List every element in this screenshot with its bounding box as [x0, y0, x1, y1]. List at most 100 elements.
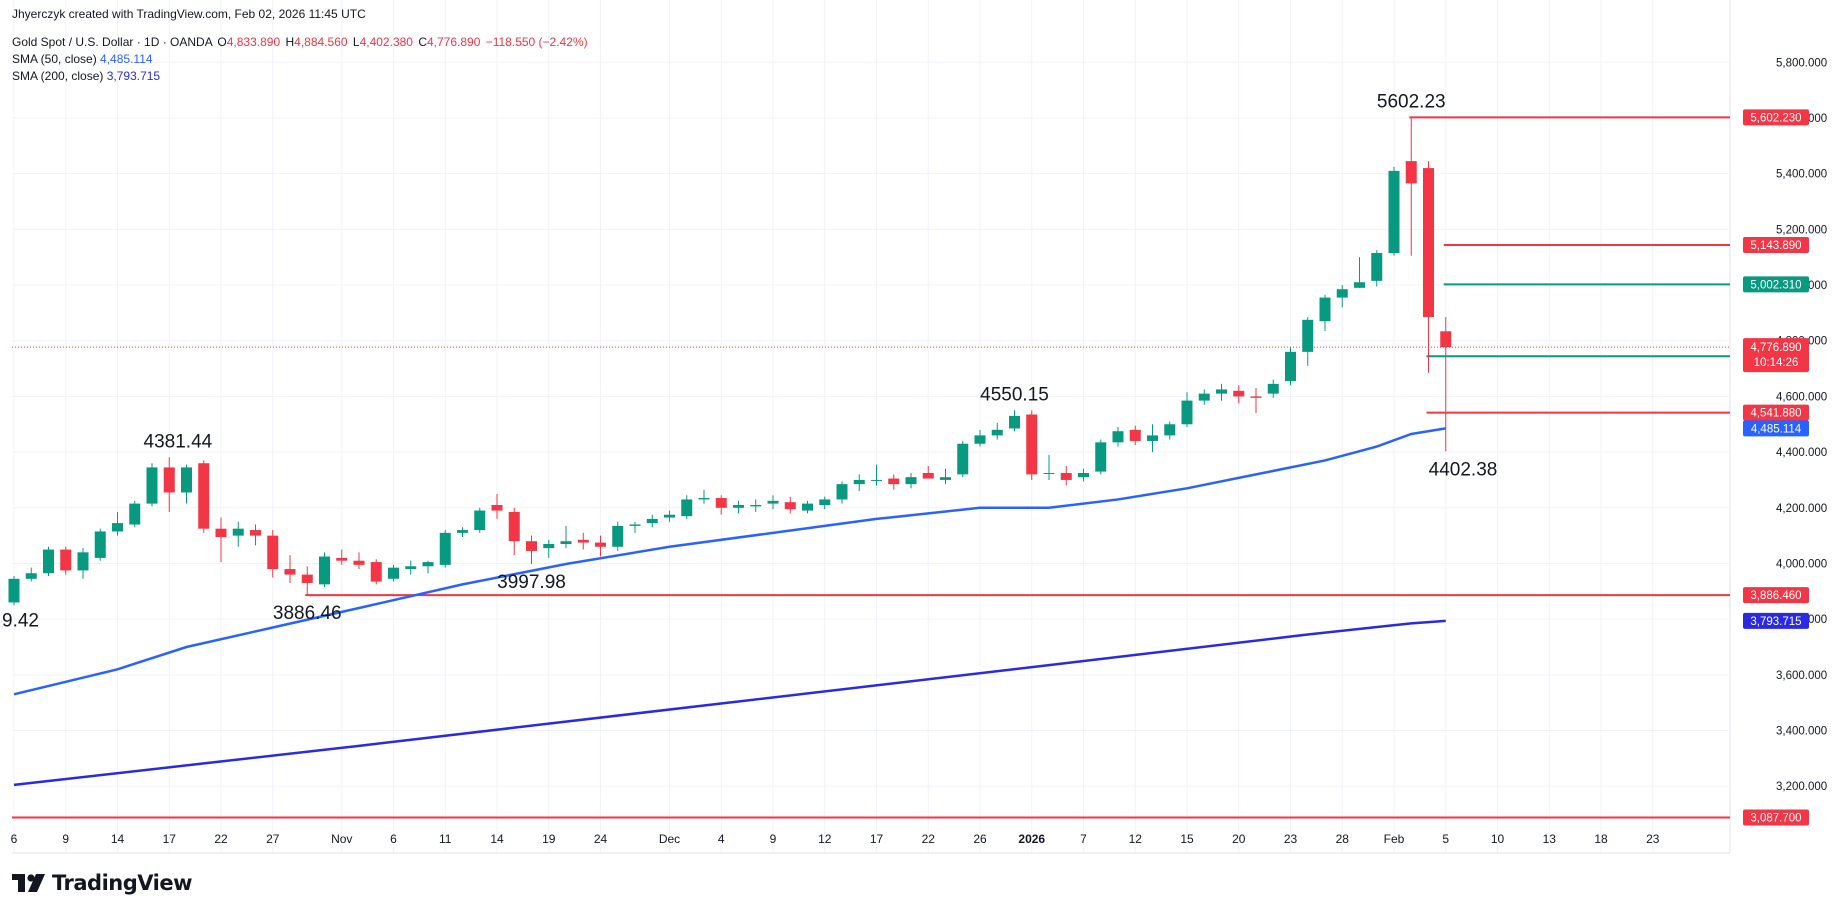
candle-body: [1285, 351, 1296, 382]
price-tick-label: 3,600.000: [1776, 670, 1827, 682]
candle-body: [888, 478, 900, 485]
price-annotation: 4402.38: [1429, 459, 1498, 480]
price-tick-label: 4,600.000: [1776, 391, 1827, 403]
sma50-label: SMA (50, close): [12, 52, 97, 66]
candle-body: [8, 578, 20, 603]
candle-body: [526, 541, 537, 551]
candle-body: [1198, 393, 1210, 401]
candle-body: [957, 443, 969, 475]
candle-body: [1336, 289, 1348, 298]
sma200-tag: 3,793.715: [1750, 616, 1801, 628]
level-tag: 5,143.890: [1750, 240, 1801, 252]
candle-body: [1095, 442, 1107, 472]
low-label: L: [352, 35, 360, 49]
candle-body: [577, 539, 589, 543]
open-label: O: [217, 35, 227, 49]
price-tick-label: 5,800.000: [1776, 57, 1827, 69]
candle-body: [112, 523, 123, 532]
level-tag: 3,886.460: [1750, 590, 1801, 602]
candle-body: [284, 569, 296, 575]
price-tick-label: 4,400.000: [1776, 447, 1827, 459]
sma200-legend[interactable]: SMA (200, close) 3,793.715: [12, 69, 160, 83]
candle-body: [819, 499, 831, 506]
price-tick-label: 5,200.000: [1776, 224, 1827, 236]
candle-body: [1423, 168, 1434, 318]
level-tag-bg: [1743, 809, 1809, 826]
time-tick-label: 9: [770, 832, 777, 846]
sma50-legend[interactable]: SMA (50, close) 4,485.114: [12, 52, 153, 66]
candlesticks: [8, 117, 1452, 606]
candle-body: [905, 477, 917, 485]
sma200-line: [13, 619, 1446, 787]
time-tick-label: 5: [1442, 832, 1449, 846]
candle-body: [629, 524, 641, 526]
time-tick-label: 12: [1129, 832, 1143, 846]
time-tick-label: 17: [163, 832, 177, 846]
time-tick-label: 28: [1336, 832, 1350, 846]
time-tick-label: Nov: [331, 832, 352, 846]
candle-body: [77, 552, 89, 571]
time-tick-label: 2026: [1018, 832, 1045, 846]
time-tick-label: 15: [1180, 832, 1194, 846]
candle-body: [181, 467, 192, 493]
candle-body: [715, 498, 727, 508]
candle-body: [664, 514, 675, 518]
countdown-tag: 10:14:26: [1754, 357, 1799, 369]
time-tick-label: 4: [718, 832, 725, 846]
candle-body: [60, 549, 72, 571]
horizontal-levels: [12, 116, 1730, 819]
close-label: C: [418, 35, 427, 49]
price-tick-label: 4,000.000: [1776, 558, 1827, 570]
candle-body: [922, 472, 934, 479]
time-tick-label: 23: [1646, 832, 1660, 846]
time-tick-label: Dec: [659, 832, 680, 846]
price-tick-label: 3,200.000: [1776, 781, 1827, 793]
chart-grid: [12, 0, 1731, 854]
price-annotation: 3886.46: [273, 603, 342, 624]
price-tick-label: 3,400.000: [1776, 726, 1827, 738]
candle-body: [146, 467, 158, 504]
price-axis-tags: 5,602.2305,143.8905,002.3104,744.3404,54…: [1743, 109, 1809, 826]
time-tick-label: 27: [266, 832, 280, 846]
candle-body: [353, 560, 365, 565]
candle-body: [1302, 319, 1314, 352]
candle-body: [491, 505, 503, 511]
candle-body: [198, 463, 210, 529]
candle-body: [1440, 331, 1452, 348]
high-value: 4,884.560: [294, 35, 348, 49]
candle-body: [974, 435, 986, 444]
candle-body: [1405, 161, 1417, 184]
price-annotation: 3997.98: [497, 572, 566, 593]
time-tick-label: 6: [11, 832, 18, 846]
candle-body: [1250, 396, 1262, 398]
last-price-tag: 4,776.890: [1750, 342, 1801, 354]
candle-body: [750, 505, 762, 507]
candle-body: [1233, 390, 1245, 397]
level-tag: 3,087.700: [1750, 813, 1801, 825]
time-tick-label: 18: [1594, 832, 1608, 846]
sma200-tag-bg: [1743, 612, 1809, 629]
price-annotation: 5602.23: [1377, 91, 1446, 112]
candle-body: [129, 503, 141, 525]
candle-body: [1319, 297, 1331, 322]
close-value: 4,776.890: [426, 35, 481, 49]
level-tag-bg: [1743, 236, 1809, 253]
low-value: 4,402.380: [359, 35, 413, 49]
candle-body: [405, 566, 417, 570]
candle-body: [25, 573, 37, 579]
tradingview-logo[interactable]: TradingView: [12, 871, 192, 895]
level-tag: 4,541.880: [1750, 408, 1801, 420]
sma50-line: [13, 427, 1446, 696]
candle-body: [646, 518, 658, 524]
candle-body: [1060, 472, 1072, 480]
level-tag-bg: [1743, 404, 1809, 421]
candle-body: [733, 505, 744, 508]
candle-body: [1026, 414, 1038, 475]
candle-body: [871, 479, 882, 481]
time-tick-label: 19: [542, 832, 556, 846]
time-tick-label: 13: [1543, 832, 1557, 846]
time-tick-label: 26: [973, 832, 987, 846]
time-tick-label: 12: [818, 832, 832, 846]
candle-body: [457, 530, 468, 533]
